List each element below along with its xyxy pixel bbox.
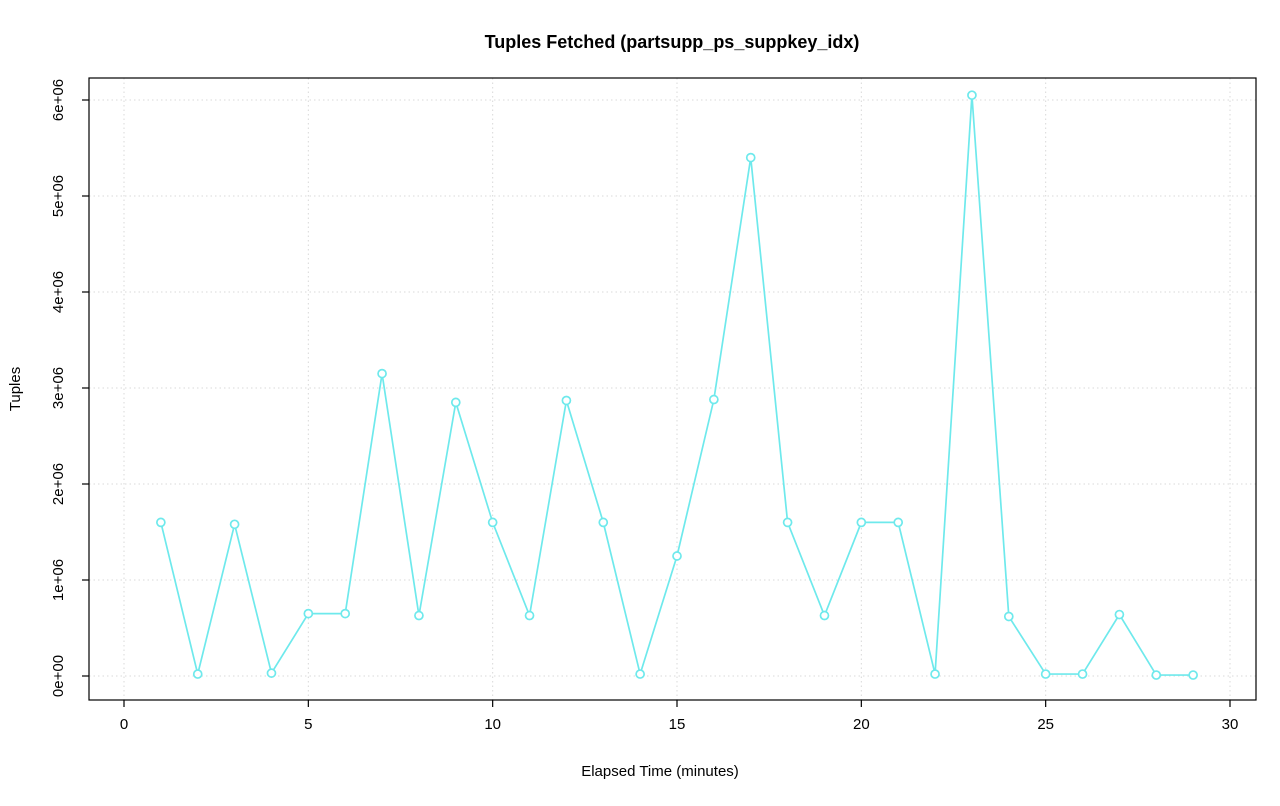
y-tick-label: 4e+06 bbox=[50, 271, 67, 313]
chart-title: Tuples Fetched (partsupp_ps_suppkey_idx) bbox=[485, 32, 860, 52]
data-point bbox=[524, 610, 535, 621]
plot-box bbox=[88, 77, 1257, 701]
data-point bbox=[303, 608, 314, 619]
data-point bbox=[635, 669, 645, 679]
data-point bbox=[672, 551, 682, 561]
x-tick-label: 5 bbox=[304, 716, 312, 733]
data-point bbox=[598, 517, 609, 528]
y-tick-label: 0e+00 bbox=[50, 655, 67, 697]
data-point bbox=[1114, 609, 1125, 620]
data-point bbox=[967, 90, 977, 101]
series-tuples-fetched bbox=[156, 90, 1198, 680]
data-point bbox=[819, 610, 830, 621]
x-tick-label: 20 bbox=[853, 716, 870, 733]
data-point bbox=[1151, 670, 1162, 680]
data-point bbox=[487, 517, 498, 528]
y-axis-title: Tuples bbox=[7, 367, 24, 411]
y-tick-label: 1e+06 bbox=[50, 559, 67, 601]
grid bbox=[89, 78, 1256, 700]
data-point bbox=[709, 394, 719, 405]
data-point bbox=[1077, 669, 1088, 679]
y-tick-label: 6e+06 bbox=[50, 79, 67, 121]
data-point bbox=[1003, 611, 1014, 622]
y-tick-label: 2e+06 bbox=[50, 463, 67, 505]
data-point bbox=[1040, 669, 1051, 679]
x-tick-label: 30 bbox=[1222, 716, 1239, 733]
data-point bbox=[266, 668, 277, 678]
axes: 0 5 10 15 20 25 30 0e+00 1e+06 2e+06 3e+06 4e+06 5e+… bbox=[50, 77, 1257, 733]
data-point bbox=[229, 519, 240, 530]
data-point bbox=[340, 608, 351, 619]
y-tick-label: 5e+06 bbox=[50, 175, 67, 217]
data-point bbox=[561, 395, 572, 406]
data-point bbox=[930, 669, 940, 679]
data-point bbox=[782, 517, 793, 528]
x-tick-label: 0 bbox=[120, 716, 128, 733]
data-point bbox=[156, 517, 166, 528]
data-point bbox=[893, 517, 904, 528]
x-tick-label: 25 bbox=[1037, 716, 1054, 733]
x-tick-label: 15 bbox=[669, 716, 686, 733]
data-point bbox=[450, 397, 461, 408]
data-point bbox=[414, 610, 424, 621]
data-point bbox=[1188, 670, 1198, 680]
x-axis-title: Elapsed Time (minutes) bbox=[581, 763, 739, 780]
y-tick-label: 3e+06 bbox=[50, 367, 67, 409]
data-point bbox=[192, 669, 203, 679]
data-point bbox=[377, 368, 387, 379]
data-point bbox=[856, 517, 867, 528]
x-tick-label: 10 bbox=[484, 716, 501, 733]
data-point bbox=[745, 152, 756, 163]
